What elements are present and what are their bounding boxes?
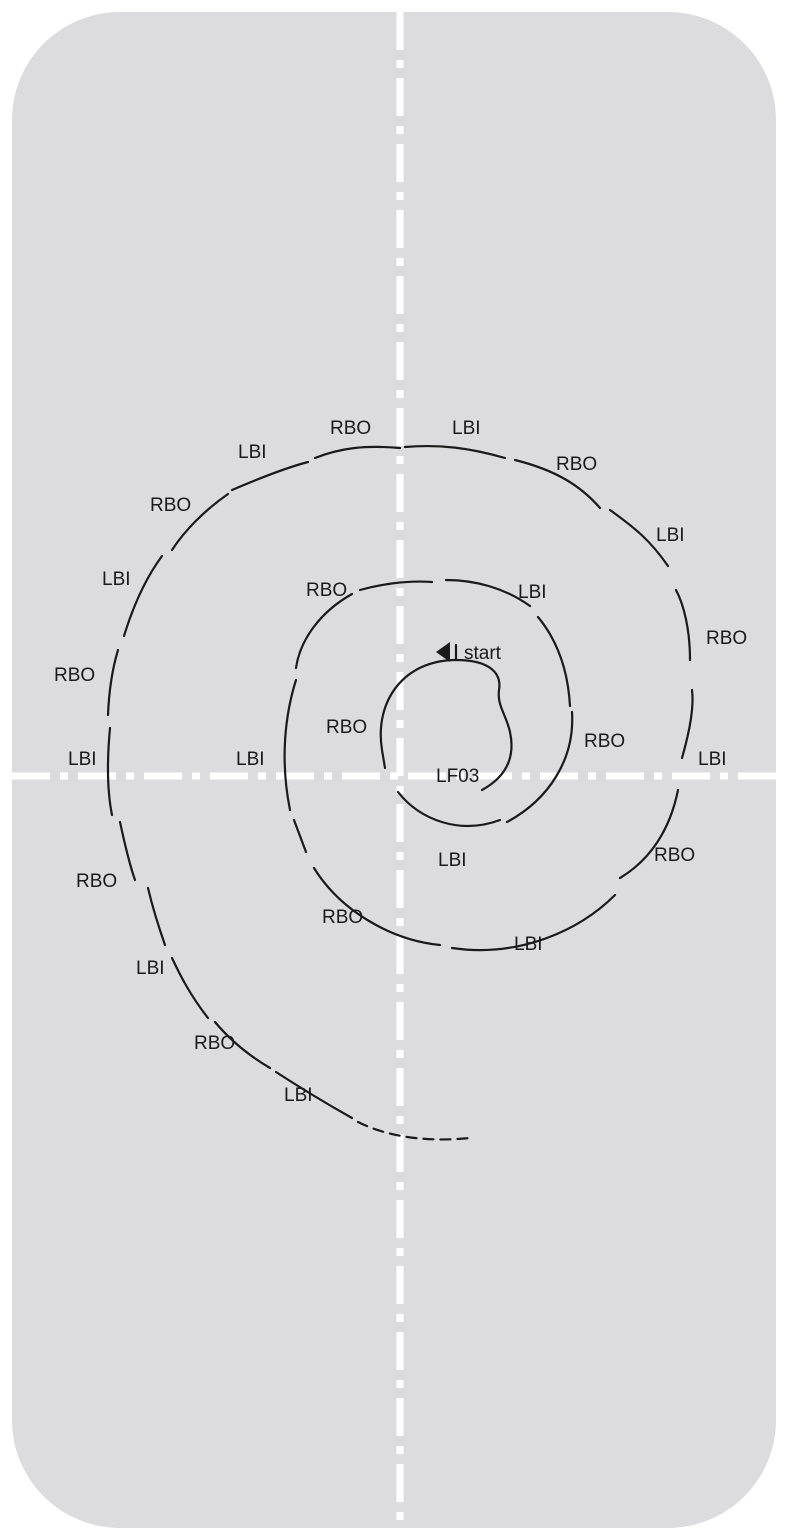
- segment-label: LBI: [514, 934, 543, 955]
- middle-spiral-segment: [444, 578, 532, 608]
- middle-spiral-segment: [358, 580, 434, 592]
- segment-label: RBO: [322, 907, 363, 928]
- start-arrow-icon: [436, 642, 450, 662]
- outer-spiral-segment: [274, 1070, 354, 1120]
- segment-label: LBI: [136, 958, 165, 979]
- segment-label: LBI: [68, 749, 97, 770]
- segment-label: LBI: [698, 749, 727, 770]
- middle-spiral-segment: [292, 818, 308, 854]
- outer-spiral-segment: [170, 956, 210, 1020]
- outer-spiral-segment: [312, 866, 442, 947]
- outer-spiral-segment: [403, 444, 507, 460]
- segment-label: LBI: [518, 582, 547, 603]
- outer-spiral-segment: [608, 508, 670, 568]
- outer-spiral-segment: [230, 460, 310, 492]
- outer-spiral-segment: [118, 820, 137, 882]
- segment-label: LBI: [438, 850, 467, 871]
- middle-spiral-segment: [505, 710, 574, 824]
- segment-label: RBO: [556, 454, 597, 475]
- outer-spiral-segment: [674, 588, 692, 662]
- center-loop: [454, 658, 513, 792]
- segment-label: RBO: [654, 845, 695, 866]
- outer-spiral-segment: [618, 788, 680, 880]
- middle-spiral-segment: [283, 678, 298, 812]
- outer-spiral-segment: [313, 445, 402, 460]
- segment-label: LBI: [284, 1085, 313, 1106]
- segment-label: RBO: [150, 495, 191, 516]
- skating-path: [106, 444, 694, 1141]
- outer-spiral-segment: [450, 893, 617, 952]
- segment-label: LBI: [656, 525, 685, 546]
- rink-surface: [12, 12, 776, 1528]
- outer-spiral-segment: [680, 688, 694, 760]
- inner-spiral-segment: [379, 658, 458, 770]
- segment-label: RBO: [584, 731, 625, 752]
- center-label: LF03: [436, 766, 479, 787]
- middle-spiral-segment: [294, 592, 354, 670]
- inner-spiral-segment: [396, 790, 502, 827]
- middle-spiral-segment: [536, 615, 572, 708]
- segment-label: LBI: [238, 442, 267, 463]
- outer-spiral-segment: [106, 726, 114, 817]
- outer-spiral-tail: [356, 1120, 472, 1141]
- segment-label: RBO: [194, 1033, 235, 1054]
- segment-label: LBI: [236, 749, 265, 770]
- segment-label: RBO: [706, 628, 747, 649]
- segment-label: RBO: [326, 717, 367, 738]
- start-label: start: [464, 643, 502, 664]
- outer-spiral-segment: [106, 648, 120, 717]
- segment-label: LBI: [102, 569, 131, 590]
- outer-spiral-segment: [213, 1020, 272, 1070]
- segment-label: LBI: [452, 418, 481, 439]
- outer-spiral-segment: [122, 554, 164, 638]
- segment-labels: LBI RBO LBI RBO LBI RBO LBI RBO LBI RBO …: [54, 418, 747, 1106]
- outer-spiral-segment: [170, 492, 230, 552]
- segment-label: RBO: [54, 665, 95, 686]
- segment-label: RBO: [306, 580, 347, 601]
- segment-label: RBO: [330, 418, 371, 439]
- outer-spiral-segment: [146, 886, 167, 947]
- segment-label: RBO: [76, 871, 117, 892]
- outer-spiral-segment: [513, 458, 602, 510]
